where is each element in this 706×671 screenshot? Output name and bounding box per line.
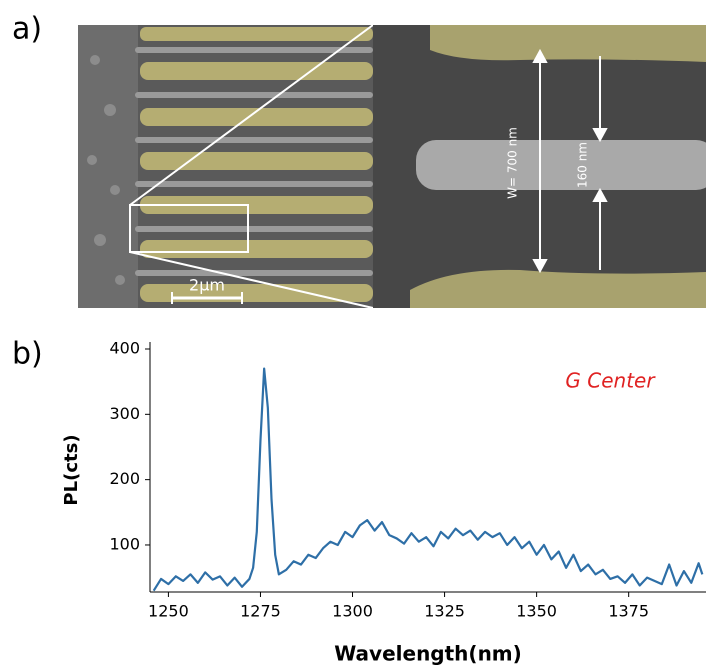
panel-label: b) xyxy=(12,337,43,372)
gap-label: 160 nm xyxy=(576,142,590,188)
sem-overview: 2µm xyxy=(78,24,374,309)
y-axis-label: PL(cts) xyxy=(61,434,82,505)
x-axis-label: Wavelength(nm) xyxy=(334,642,522,666)
x-tick-label: 1375 xyxy=(608,602,649,621)
x-tick-label: 1275 xyxy=(240,602,281,621)
pl-line xyxy=(152,367,704,592)
annotation: G Center xyxy=(565,369,656,393)
sem-zoom: W= 700 nm 160 nm xyxy=(373,25,706,308)
y-tick-label: 200 xyxy=(109,469,140,488)
panel-label: a) xyxy=(12,12,42,47)
x-tick-label: 1350 xyxy=(516,602,557,621)
pl-chart: G Center Wavelength(nm) PL(cts) 100 200 30… xyxy=(61,339,706,666)
x-tick-label: 1300 xyxy=(332,602,373,621)
y-tick-label: 400 xyxy=(109,339,140,358)
scale-bar-label: 2µm xyxy=(189,276,225,295)
y-tick-label: 100 xyxy=(109,534,140,553)
width-label: W= 700 nm xyxy=(506,127,520,199)
y-tick-label: 300 xyxy=(109,404,140,423)
x-tick-label: 1325 xyxy=(424,602,465,621)
x-tick-label: 1250 xyxy=(148,602,189,621)
